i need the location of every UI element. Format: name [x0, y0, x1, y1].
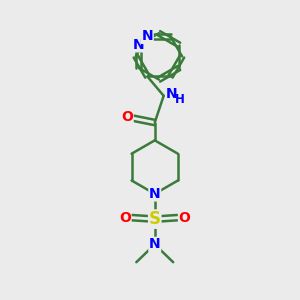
Text: O: O: [119, 211, 131, 225]
Text: S: S: [149, 210, 161, 228]
Text: O: O: [178, 211, 190, 225]
Text: N: N: [149, 237, 161, 251]
Text: H: H: [175, 93, 185, 106]
Text: O: O: [121, 110, 133, 124]
Text: N: N: [142, 29, 153, 43]
Text: N: N: [149, 187, 161, 201]
Text: N: N: [133, 38, 145, 52]
Text: N: N: [166, 87, 178, 101]
